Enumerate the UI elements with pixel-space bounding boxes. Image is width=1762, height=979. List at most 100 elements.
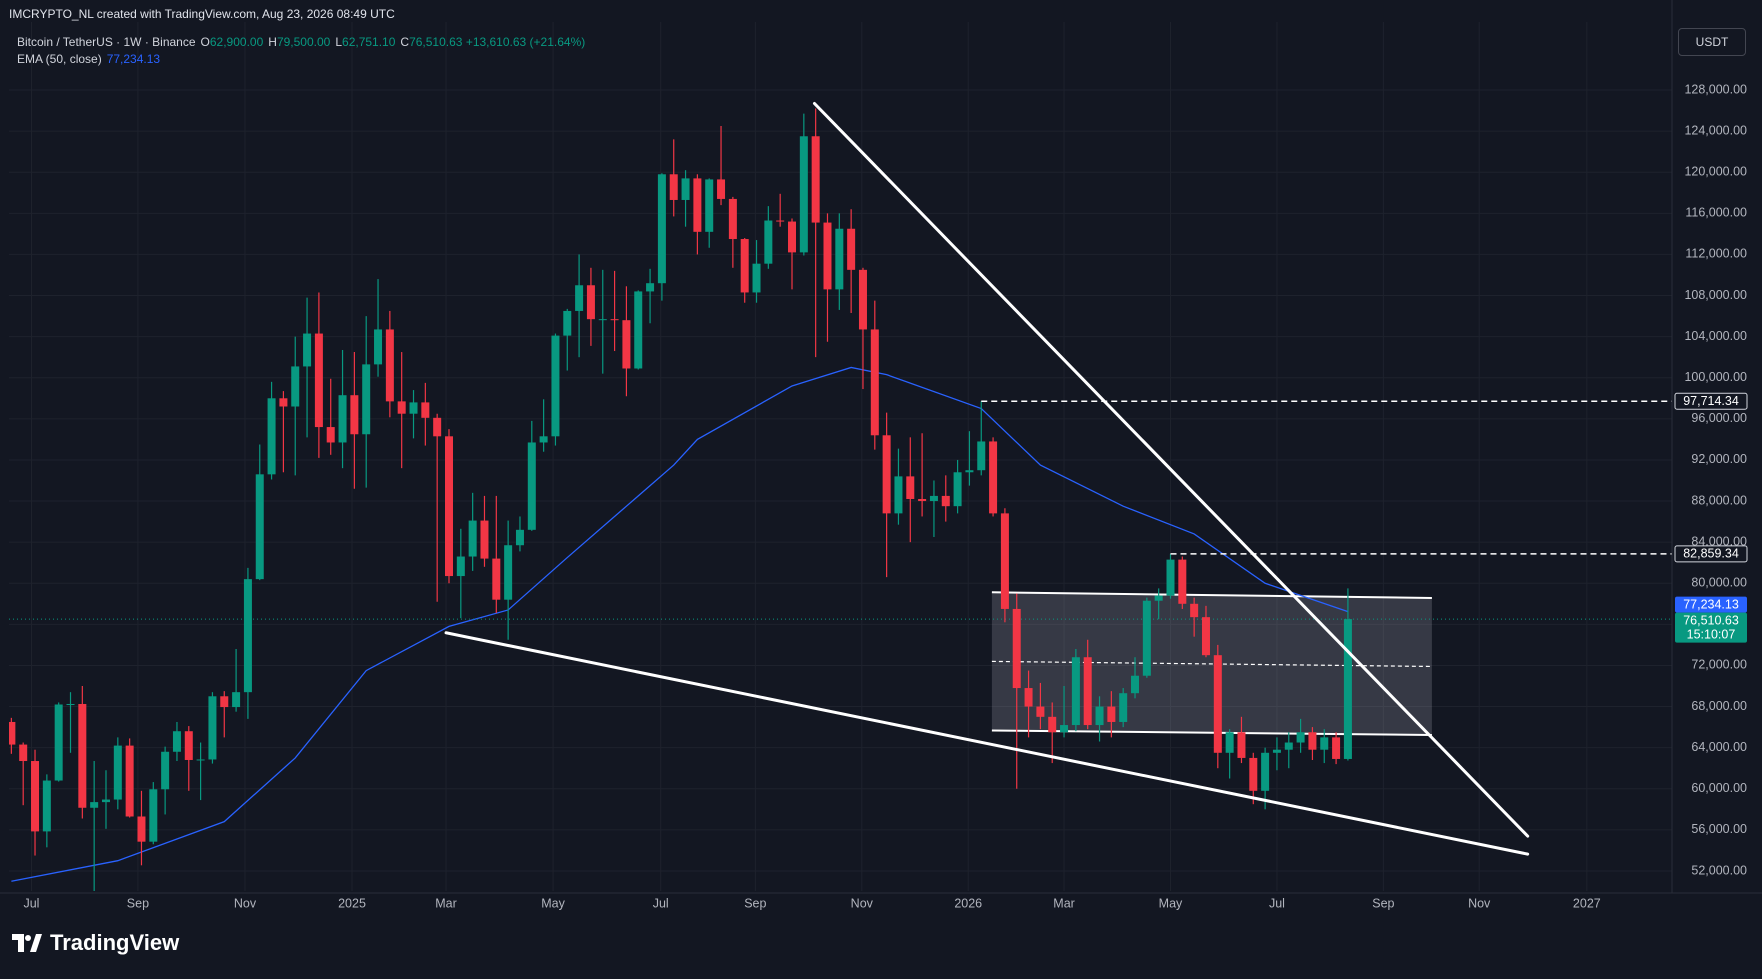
candle-body	[799, 136, 808, 253]
y-tick-label: 64,000.00	[1691, 740, 1747, 754]
candle-body	[953, 472, 962, 507]
candle-body	[468, 520, 477, 557]
level-tag-label: 82,859.34	[1683, 547, 1739, 561]
candle-body	[870, 329, 879, 436]
x-tick-label: Mar	[435, 896, 457, 910]
logo-text: TradingView	[50, 930, 180, 955]
candle-body	[906, 476, 915, 499]
plot-area	[9, 101, 1672, 891]
candle-body	[1107, 706, 1116, 722]
candle-body	[1320, 737, 1329, 750]
candle-body	[1060, 725, 1069, 733]
y-tick-label: 100,000.00	[1684, 370, 1747, 384]
price-tag	[1675, 612, 1747, 643]
y-tick-label: 128,000.00	[1684, 82, 1747, 96]
candle-body	[669, 174, 678, 200]
y-tick-label: 104,000.00	[1684, 329, 1747, 343]
candle-body	[1154, 595, 1163, 601]
x-tick-label: Jul	[1269, 896, 1285, 910]
candle-body	[433, 417, 442, 437]
candle-body	[1000, 513, 1009, 609]
candle-body	[586, 285, 595, 320]
candle-body	[752, 263, 761, 293]
y-tick-label: 96,000.00	[1691, 411, 1747, 425]
price-tag-label: 77,234.13	[1683, 597, 1739, 611]
ema-line	[11, 366, 1349, 882]
candle-body	[1284, 742, 1293, 750]
candle-body	[563, 310, 572, 336]
candle-body	[385, 329, 394, 402]
ohlc-value: 79,500.00	[276, 35, 331, 49]
candle-body	[232, 692, 241, 708]
candle-body	[350, 395, 359, 435]
candle-body	[575, 285, 584, 311]
level-tag	[1674, 545, 1748, 563]
y-tick-label: 80,000.00	[1691, 576, 1747, 590]
candle-body	[279, 398, 288, 407]
y-tick-label: 72,000.00	[1691, 658, 1747, 672]
candle-body	[764, 220, 773, 264]
candle-body	[1166, 559, 1175, 596]
y-tick-label: 52,000.00	[1691, 863, 1747, 877]
candle-body	[54, 704, 63, 781]
candle-body	[693, 178, 702, 232]
candle-body	[515, 529, 524, 546]
candle-body	[1024, 688, 1033, 707]
ohlc-value: 62,900.00	[209, 35, 264, 49]
x-tick-label: Nov	[234, 896, 257, 910]
candle-body	[1131, 675, 1140, 694]
candle-body	[610, 319, 619, 321]
candle-body	[929, 495, 938, 502]
candle-body	[137, 816, 146, 842]
x-tick-label: May	[1159, 896, 1183, 910]
candle-body	[918, 498, 927, 502]
y-tick-label: 116,000.00	[1685, 206, 1747, 220]
y-tick-label: 68,000.00	[1691, 699, 1747, 713]
ohlc-key: C	[400, 35, 410, 49]
candle-body	[705, 179, 714, 232]
candle-body	[1036, 706, 1045, 717]
candle-body	[527, 442, 536, 530]
candle-body	[1213, 655, 1222, 753]
candle-body	[504, 545, 513, 600]
candle-body	[492, 558, 501, 600]
candle-body	[397, 401, 406, 414]
candle-body	[1083, 657, 1092, 726]
y-tick-label: 92,000.00	[1691, 452, 1747, 466]
candle-body	[717, 179, 726, 199]
candle-body	[1343, 619, 1352, 759]
trendline	[444, 631, 1530, 856]
candle-body	[634, 291, 643, 369]
axes: 52,000.00 56,000.00 60,000.00 64,000.00 68,0…	[0, 0, 1762, 910]
ema-name: EMA (50, close)	[17, 52, 102, 66]
candle-body	[539, 436, 548, 443]
channel-mid	[991, 660, 1432, 668]
change: +13,610.63 (+21.64%)	[465, 35, 586, 49]
logo-icon	[12, 934, 42, 952]
candle-body	[113, 745, 122, 800]
candle-body	[480, 520, 489, 559]
candle-body	[598, 319, 607, 321]
countdown: 15:10:07	[1687, 627, 1736, 641]
candle-body	[882, 435, 891, 514]
candle-body	[172, 731, 181, 752]
candle-body	[1048, 716, 1057, 733]
candle-body	[184, 731, 193, 760]
candle-body	[1296, 732, 1305, 743]
candle-body	[1272, 749, 1281, 753]
candle-body	[303, 333, 312, 367]
candle-body	[444, 436, 453, 577]
candle-body	[989, 441, 998, 514]
candle-body	[1249, 757, 1258, 791]
candle-body	[1119, 693, 1128, 722]
level-tag-label: 97,714.34	[1683, 394, 1739, 408]
x-tick-label: Sep	[744, 896, 766, 910]
candle-body	[101, 799, 110, 803]
symbol: Bitcoin / TetherUS · 1W · Binance	[17, 35, 196, 49]
currency-button[interactable]: USDT	[1678, 28, 1746, 56]
x-tick-label: Jul	[23, 896, 39, 910]
y-tick-label: 88,000.00	[1691, 493, 1747, 507]
candle-body	[1142, 600, 1151, 676]
x-tick-label: 2027	[1573, 896, 1601, 910]
x-tick-label: 2025	[338, 896, 366, 910]
